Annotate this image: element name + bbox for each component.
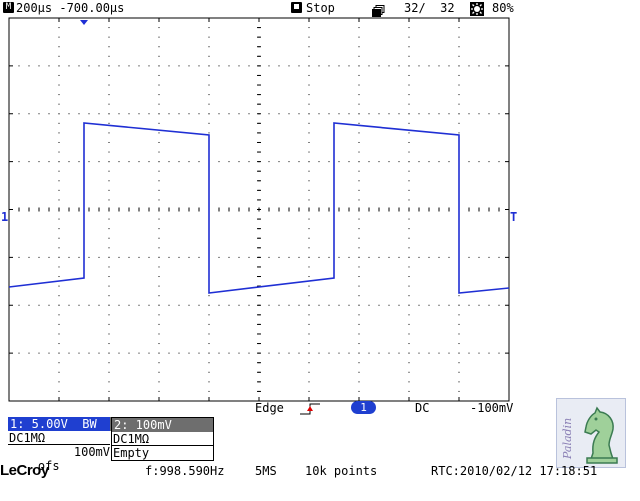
timebase-icon: M <box>3 2 14 13</box>
channel1-marker: 1 <box>1 210 9 224</box>
lecroy-logo: LeCroy <box>0 462 49 479</box>
channel1-header[interactable]: 1: 5.00V BW <box>8 417 110 431</box>
channel2-status: Empty <box>113 446 150 460</box>
channel1-panel[interactable]: 1: 5.00V BW DC1MΩ ofs 100mV <box>8 417 110 473</box>
bottom-status-bar: f:998.590Hz 5MS 10k points RTC:2010/02/1… <box>0 462 640 480</box>
stack-icon <box>372 2 385 17</box>
trigger-coupling[interactable]: DC <box>415 401 430 415</box>
channel1-offset-value: 100mV <box>73 445 110 459</box>
top-status-bar: M 200µs -700.00µs Stop 32/ 32 80% <box>0 0 640 17</box>
trigger-info-row: Edge 1 DC -100mV <box>0 401 520 416</box>
timebase-readout[interactable]: 200µs -700.00µs <box>16 1 125 15</box>
brightness-readout[interactable]: 80% <box>492 1 514 15</box>
sample-rate: 5MS <box>255 464 277 478</box>
frequency-readout: f:998.590Hz <box>145 464 225 478</box>
chess-knight-icon <box>579 405 623 465</box>
acquisition-count: 32/ 32 <box>404 1 455 15</box>
watermark-badge: Paladin <box>556 398 626 468</box>
sun-icon <box>470 1 484 16</box>
watermark-text: Paladin <box>561 417 574 459</box>
grid <box>8 17 510 402</box>
trigger-position-marker <box>80 20 88 25</box>
scope-display: 1 T <box>0 16 520 402</box>
channel2-panel[interactable]: 2: 100mV DC1MΩ Empty <box>111 417 214 461</box>
channel1-offset-row: ofs 100mV <box>8 445 110 473</box>
rising-edge-icon <box>299 401 321 415</box>
rtc-clock: RTC:2010/02/12 17:18:51 <box>431 464 598 478</box>
trigger-source-badge[interactable]: 1 <box>351 401 376 414</box>
trigger-type[interactable]: Edge <box>255 401 284 415</box>
channel1-trace <box>8 122 510 294</box>
stop-square-icon <box>291 2 302 13</box>
trigger-level[interactable]: -100mV <box>470 401 514 415</box>
channel2-coupling: DC1MΩ <box>112 432 213 446</box>
run-state[interactable]: Stop <box>306 1 335 15</box>
channel2-header[interactable]: 2: 100mV <box>112 418 213 432</box>
record-length: 10k points <box>305 464 378 478</box>
trigger-level-marker: T <box>510 210 518 224</box>
channel1-offset-label: ofs <box>37 459 60 473</box>
channel1-coupling: DC1MΩ <box>8 431 110 445</box>
waveform-grid <box>8 17 510 402</box>
